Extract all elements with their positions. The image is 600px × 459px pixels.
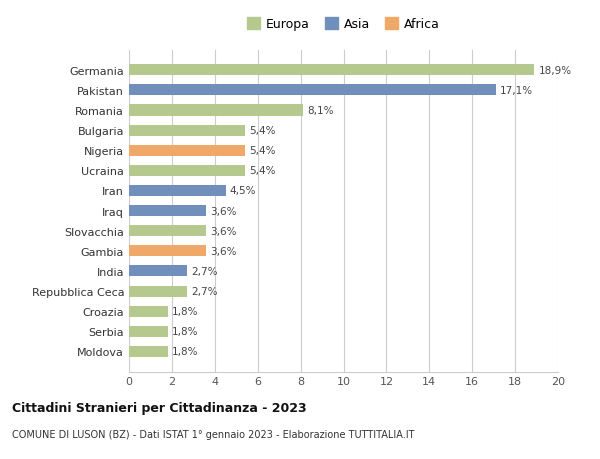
Text: 4,5%: 4,5% [230,186,256,196]
Text: 17,1%: 17,1% [500,86,533,95]
Text: 1,8%: 1,8% [172,347,199,357]
Text: 5,4%: 5,4% [249,126,275,136]
Bar [129,226,206,237]
Bar [129,65,535,76]
Text: 2,7%: 2,7% [191,266,218,276]
Text: 3,6%: 3,6% [211,246,237,256]
Bar [129,266,187,277]
Bar [129,146,245,157]
Bar [129,185,226,196]
Bar [129,306,167,317]
Text: Cittadini Stranieri per Cittadinanza - 2023: Cittadini Stranieri per Cittadinanza - 2… [12,401,307,414]
Bar [129,246,206,257]
Bar [129,105,303,116]
Bar [129,206,206,217]
Text: 1,8%: 1,8% [172,307,199,317]
Legend: Europa, Asia, Africa: Europa, Asia, Africa [247,18,440,31]
Text: COMUNE DI LUSON (BZ) - Dati ISTAT 1° gennaio 2023 - Elaborazione TUTTITALIA.IT: COMUNE DI LUSON (BZ) - Dati ISTAT 1° gen… [12,429,415,439]
Text: 5,4%: 5,4% [249,146,275,156]
Bar [129,326,167,337]
Text: 2,7%: 2,7% [191,286,218,297]
Text: 3,6%: 3,6% [211,206,237,216]
Text: 8,1%: 8,1% [307,106,334,116]
Bar [129,125,245,136]
Text: 18,9%: 18,9% [539,66,572,76]
Text: 5,4%: 5,4% [249,166,275,176]
Bar [129,85,496,96]
Text: 1,8%: 1,8% [172,327,199,336]
Text: 3,6%: 3,6% [211,226,237,236]
Bar [129,165,245,177]
Bar [129,286,187,297]
Bar [129,346,167,357]
